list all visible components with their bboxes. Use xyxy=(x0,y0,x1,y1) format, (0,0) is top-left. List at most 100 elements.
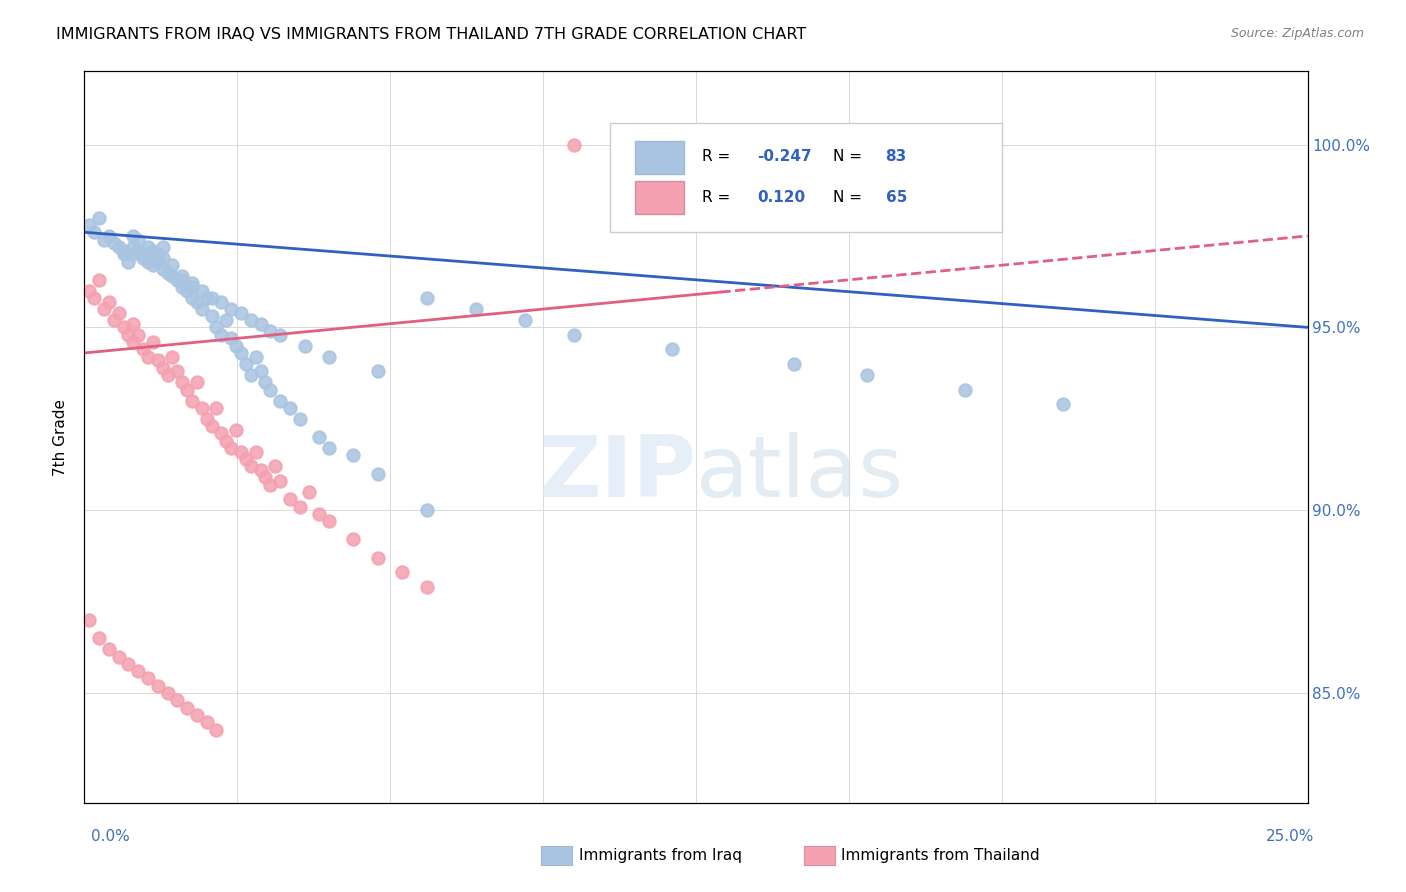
Point xyxy=(181,393,204,408)
Text: Source: ZipAtlas.com: Source: ZipAtlas.com xyxy=(1230,27,1364,40)
Point xyxy=(181,280,204,294)
Point xyxy=(77,218,100,232)
Point xyxy=(181,291,204,305)
Point xyxy=(181,277,204,291)
Point xyxy=(93,301,115,317)
Point xyxy=(152,251,174,265)
Point xyxy=(172,375,194,389)
Text: Immigrants from Iraq: Immigrants from Iraq xyxy=(579,848,742,863)
Point xyxy=(562,137,585,152)
Point xyxy=(235,357,257,371)
Point xyxy=(136,240,159,254)
Point xyxy=(142,334,165,349)
Point xyxy=(249,364,271,378)
Point xyxy=(219,441,242,455)
Text: 25.0%: 25.0% xyxy=(1267,830,1315,844)
Point xyxy=(856,368,879,382)
Point xyxy=(117,254,139,268)
Point xyxy=(391,566,413,580)
Point xyxy=(132,343,155,357)
Point xyxy=(191,301,214,317)
Point xyxy=(235,452,257,467)
Point xyxy=(225,339,247,353)
Point xyxy=(367,467,389,481)
Point xyxy=(215,313,238,327)
Point xyxy=(200,310,222,324)
Point xyxy=(215,434,238,448)
Point xyxy=(107,240,129,254)
Point xyxy=(127,664,149,678)
Text: IMMIGRANTS FROM IRAQ VS IMMIGRANTS FROM THAILAND 7TH GRADE CORRELATION CHART: IMMIGRANTS FROM IRAQ VS IMMIGRANTS FROM … xyxy=(56,27,807,42)
Point xyxy=(298,484,321,499)
Point xyxy=(186,375,208,389)
Point xyxy=(83,291,105,305)
Point xyxy=(953,383,976,397)
Text: Immigrants from Thailand: Immigrants from Thailand xyxy=(841,848,1039,863)
Point xyxy=(127,327,149,342)
Text: N =: N = xyxy=(832,150,868,164)
Point xyxy=(464,301,486,317)
Point xyxy=(132,251,155,265)
Point xyxy=(249,317,271,331)
Point xyxy=(176,383,198,397)
FancyBboxPatch shape xyxy=(636,181,683,214)
Point xyxy=(97,228,120,243)
Point xyxy=(142,258,165,272)
Point xyxy=(107,649,129,664)
Point xyxy=(122,334,145,349)
Point xyxy=(146,247,169,261)
Point xyxy=(122,247,145,261)
Point xyxy=(249,463,271,477)
Point xyxy=(152,240,174,254)
Point xyxy=(146,353,169,368)
Point xyxy=(239,368,262,382)
Point xyxy=(342,533,364,547)
Point xyxy=(661,343,683,357)
Text: -0.247: -0.247 xyxy=(758,150,811,164)
Point xyxy=(416,580,439,594)
Text: atlas: atlas xyxy=(696,432,904,516)
Text: 0.0%: 0.0% xyxy=(91,830,131,844)
Point xyxy=(278,492,301,507)
Point xyxy=(416,503,439,517)
Point xyxy=(367,550,389,565)
Point xyxy=(195,411,218,425)
Point xyxy=(176,284,198,298)
Point xyxy=(209,426,232,441)
Point xyxy=(195,291,218,305)
Point xyxy=(122,228,145,243)
Point xyxy=(132,247,155,261)
Point xyxy=(259,383,281,397)
Point xyxy=(269,393,291,408)
Point xyxy=(219,331,242,345)
Point xyxy=(142,244,165,258)
Point xyxy=(219,301,242,317)
Point xyxy=(136,254,159,268)
Point xyxy=(117,327,139,342)
Point xyxy=(294,339,316,353)
Text: 83: 83 xyxy=(886,150,907,164)
Point xyxy=(156,368,179,382)
Point xyxy=(245,444,267,458)
Point xyxy=(166,364,188,378)
Point xyxy=(186,294,208,309)
Point xyxy=(254,375,277,389)
Point xyxy=(162,350,184,364)
Point xyxy=(1052,397,1074,411)
Point xyxy=(162,258,184,272)
Point xyxy=(152,261,174,276)
Point xyxy=(318,514,340,528)
Point xyxy=(416,291,439,305)
Point xyxy=(229,346,252,360)
Point xyxy=(191,401,214,415)
Point xyxy=(97,642,120,657)
Point xyxy=(172,273,194,287)
Text: R =: R = xyxy=(702,150,735,164)
Point xyxy=(83,225,105,239)
Point xyxy=(239,459,262,474)
Point xyxy=(136,350,159,364)
Point xyxy=(200,291,222,305)
Point xyxy=(259,477,281,491)
Point xyxy=(136,672,159,686)
Point xyxy=(122,317,145,331)
